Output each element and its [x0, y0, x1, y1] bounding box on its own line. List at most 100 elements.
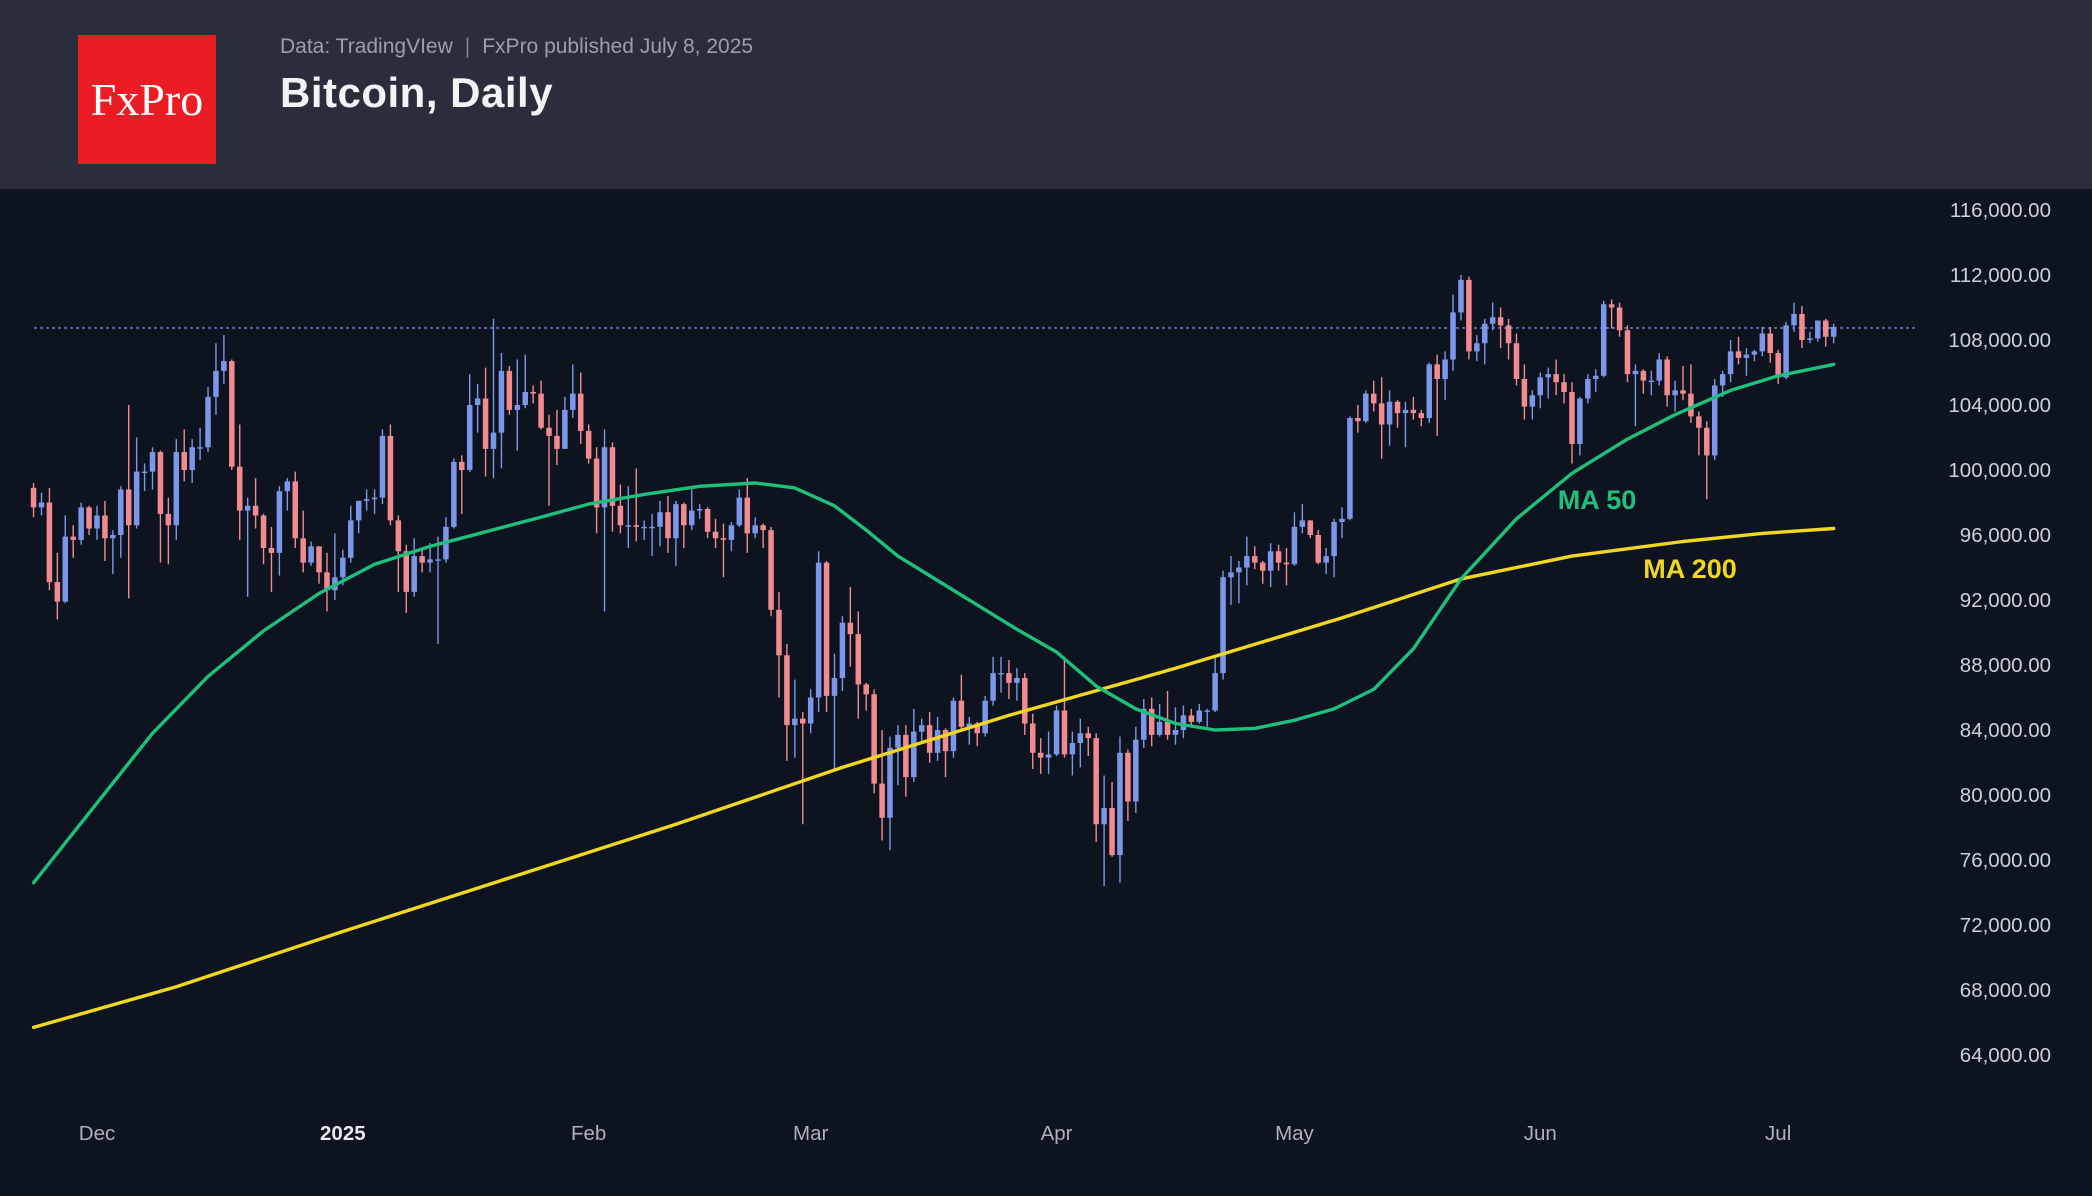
- candle-body: [918, 725, 925, 732]
- candle-body: [324, 572, 330, 591]
- candle-body: [625, 525, 632, 527]
- candle-body: [1569, 392, 1575, 444]
- ma200-line: [31, 526, 1836, 1030]
- candle-body: [86, 507, 92, 529]
- candle-body: [1061, 710, 1068, 755]
- candle-body: [340, 557, 346, 578]
- candle-body: [1109, 808, 1115, 856]
- candle-body: [657, 512, 663, 527]
- candle-body: [70, 536, 76, 540]
- candle-body: [292, 481, 298, 539]
- candle-body: [1735, 351, 1742, 358]
- candle-body: [1133, 739, 1139, 802]
- candle-body: [570, 393, 576, 410]
- candle-body: [276, 491, 283, 553]
- candle-body: [1212, 673, 1218, 711]
- candle-body: [1807, 338, 1813, 340]
- ma50-label: MA 50: [1558, 485, 1637, 515]
- data-source-line: Data: TradingVIew | FxPro published July 8…: [280, 34, 753, 60]
- candle-body: [728, 525, 735, 540]
- candle-body: [221, 361, 227, 371]
- candle-body: [1085, 733, 1091, 739]
- candle-body: [110, 535, 116, 539]
- candle-body: [1204, 710, 1210, 712]
- y-axis-label: 104,000.00: [1948, 394, 2051, 417]
- candle-body: [800, 718, 806, 724]
- candle-body: [1394, 401, 1401, 414]
- candle-body: [300, 538, 306, 563]
- x-axis-label: Mar: [793, 1122, 828, 1145]
- candle-body: [371, 497, 378, 500]
- candle-body: [1497, 317, 1504, 326]
- candle-body: [46, 502, 53, 583]
- candle-body: [1283, 562, 1290, 565]
- candle-body: [435, 559, 441, 561]
- candle-body: [1355, 418, 1361, 422]
- candle-body: [1585, 379, 1591, 399]
- candle-body: [562, 409, 568, 449]
- candle-body: [1188, 715, 1195, 722]
- candle-body: [205, 396, 211, 448]
- candle-body: [530, 392, 536, 394]
- candle-body: [879, 783, 885, 818]
- candle-body: [815, 562, 822, 698]
- candle-body: [1434, 364, 1440, 379]
- candle-body: [189, 447, 195, 470]
- candle-body: [1228, 572, 1234, 578]
- candle-body: [459, 461, 465, 470]
- candle-body: [1474, 343, 1480, 352]
- candle-body: [197, 447, 203, 449]
- candle-body: [1600, 304, 1607, 376]
- candle-body: [577, 393, 584, 431]
- candle-body: [1688, 393, 1694, 417]
- page-title: Bitcoin, Daily: [280, 69, 554, 116]
- candle-body: [1386, 401, 1393, 425]
- candle-body: [1577, 398, 1583, 444]
- candle-body: [451, 461, 457, 527]
- candle-body: [1719, 374, 1726, 386]
- candle-body: [689, 510, 695, 526]
- candle-body: [704, 509, 711, 532]
- candle-body: [1632, 370, 1639, 375]
- candle-body: [268, 548, 275, 553]
- candle-body: [308, 546, 314, 563]
- candle-body: [1022, 678, 1028, 724]
- candle-body: [1545, 374, 1551, 378]
- header: FxPro Data: TradingVIew | FxPro published …: [0, 0, 2092, 189]
- candle-body: [1148, 708, 1155, 735]
- candle-body: [887, 747, 893, 818]
- candle-body: [474, 398, 481, 405]
- candle-body: [934, 730, 941, 753]
- candle-body: [1442, 359, 1448, 379]
- candle-body: [1759, 333, 1766, 352]
- candle-body: [593, 458, 600, 508]
- candle-body: [1489, 317, 1496, 324]
- candle-body: [601, 447, 608, 508]
- candle-body: [1656, 359, 1662, 381]
- candle-body: [316, 546, 322, 573]
- candle-body: [847, 622, 854, 635]
- candle-body: [1616, 307, 1623, 331]
- candle-body: [54, 582, 61, 602]
- candle-body: [1101, 808, 1107, 825]
- candle-body: [1593, 375, 1599, 379]
- x-axis-label: Jul: [1765, 1122, 1791, 1145]
- candle-body: [1482, 323, 1488, 344]
- y-axis-label: 112,000.00: [1950, 264, 2051, 287]
- candle-body: [768, 530, 774, 610]
- candle-body: [776, 609, 782, 656]
- candle-body: [1037, 752, 1044, 758]
- candle-body: [1521, 379, 1528, 407]
- candle-body: [1029, 723, 1036, 753]
- candle-body: [1275, 551, 1282, 563]
- candle-body: [839, 622, 846, 678]
- y-axis-label: 76,000.00: [1960, 849, 2051, 872]
- candle-body: [165, 513, 172, 526]
- candle-body: [895, 734, 901, 748]
- candle-body: [1830, 327, 1837, 337]
- candle-body: [1363, 393, 1369, 422]
- candle-body: [831, 678, 838, 696]
- candle-body: [554, 435, 560, 449]
- candle-body: [118, 489, 124, 535]
